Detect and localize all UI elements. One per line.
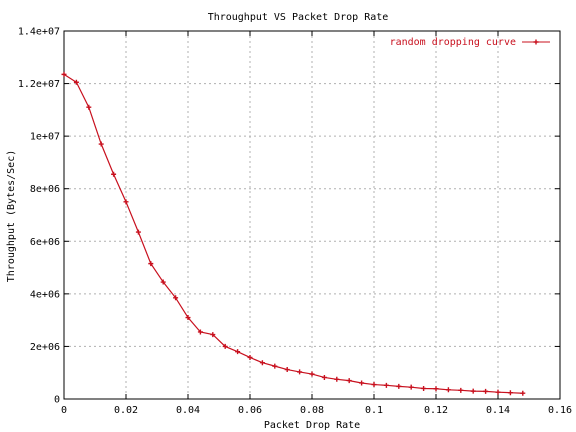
y-tick-label: 1e+07 [30, 132, 60, 143]
x-tick-label: 0.1 [365, 405, 383, 416]
chart-title: Throughput VS Packet Drop Rate [208, 12, 389, 23]
data-point [445, 387, 451, 393]
series-layer [61, 71, 526, 396]
x-tick-label: 0.06 [238, 405, 262, 416]
grid-lines [64, 31, 560, 399]
y-tick-label: 2e+06 [30, 342, 60, 353]
data-point [334, 376, 340, 382]
data-point [148, 261, 154, 267]
data-point [433, 386, 439, 392]
y-tick-label: 4e+06 [30, 289, 60, 300]
data-point [321, 374, 327, 380]
data-point [235, 349, 241, 355]
data-point [197, 329, 203, 335]
axis-ticks: 0 0.02 0.04 0.06 0.08 0.1 0.12 0.14 0.16 0 2e+06 4e… [18, 27, 572, 417]
x-tick-label: 0.04 [176, 405, 200, 416]
data-point [185, 315, 191, 321]
y-tick-label: 1.2e+07 [18, 79, 60, 90]
data-point [483, 388, 489, 394]
data-point [396, 383, 402, 389]
data-point [135, 229, 141, 235]
y-tick-label: 6e+06 [30, 237, 60, 248]
y-axis-label: Throughput (Bytes/Sec) [6, 150, 17, 282]
x-tick-label: 0 [61, 405, 67, 416]
data-point [495, 389, 501, 395]
data-point [383, 382, 389, 388]
x-tick-label: 0.08 [300, 405, 324, 416]
legend-marker [533, 39, 539, 45]
data-point [222, 343, 228, 349]
data-point [111, 171, 117, 177]
data-point [408, 384, 414, 390]
data-point [98, 141, 104, 147]
data-point [284, 367, 290, 373]
data-point [86, 104, 92, 110]
legend-label: random dropping curve [390, 37, 516, 48]
data-point [123, 199, 129, 205]
data-point [210, 332, 216, 338]
data-point [73, 79, 79, 85]
x-tick-label: 0.14 [486, 405, 510, 416]
data-point [421, 385, 427, 391]
data-point [272, 363, 278, 369]
data-point [160, 279, 166, 285]
legend: random dropping curve [390, 37, 550, 48]
y-tick-label: 1.4e+07 [18, 27, 60, 38]
x-tick-label: 0.02 [114, 405, 138, 416]
data-point [259, 360, 265, 366]
data-point [173, 295, 179, 301]
data-point [458, 387, 464, 393]
data-point [247, 354, 253, 360]
y-tick-label: 0 [54, 395, 60, 406]
data-point [371, 382, 377, 388]
data-point [309, 371, 315, 377]
data-point [297, 369, 303, 375]
data-point [470, 388, 476, 394]
x-axis-label: Packet Drop Rate [264, 420, 360, 431]
data-point [520, 390, 526, 396]
x-tick-label: 0.12 [424, 405, 448, 416]
x-tick-label: 0.16 [548, 405, 572, 416]
data-point [61, 71, 67, 77]
data-point [346, 378, 352, 384]
data-point [507, 390, 513, 396]
y-tick-label: 8e+06 [30, 184, 60, 195]
data-point [359, 380, 365, 386]
